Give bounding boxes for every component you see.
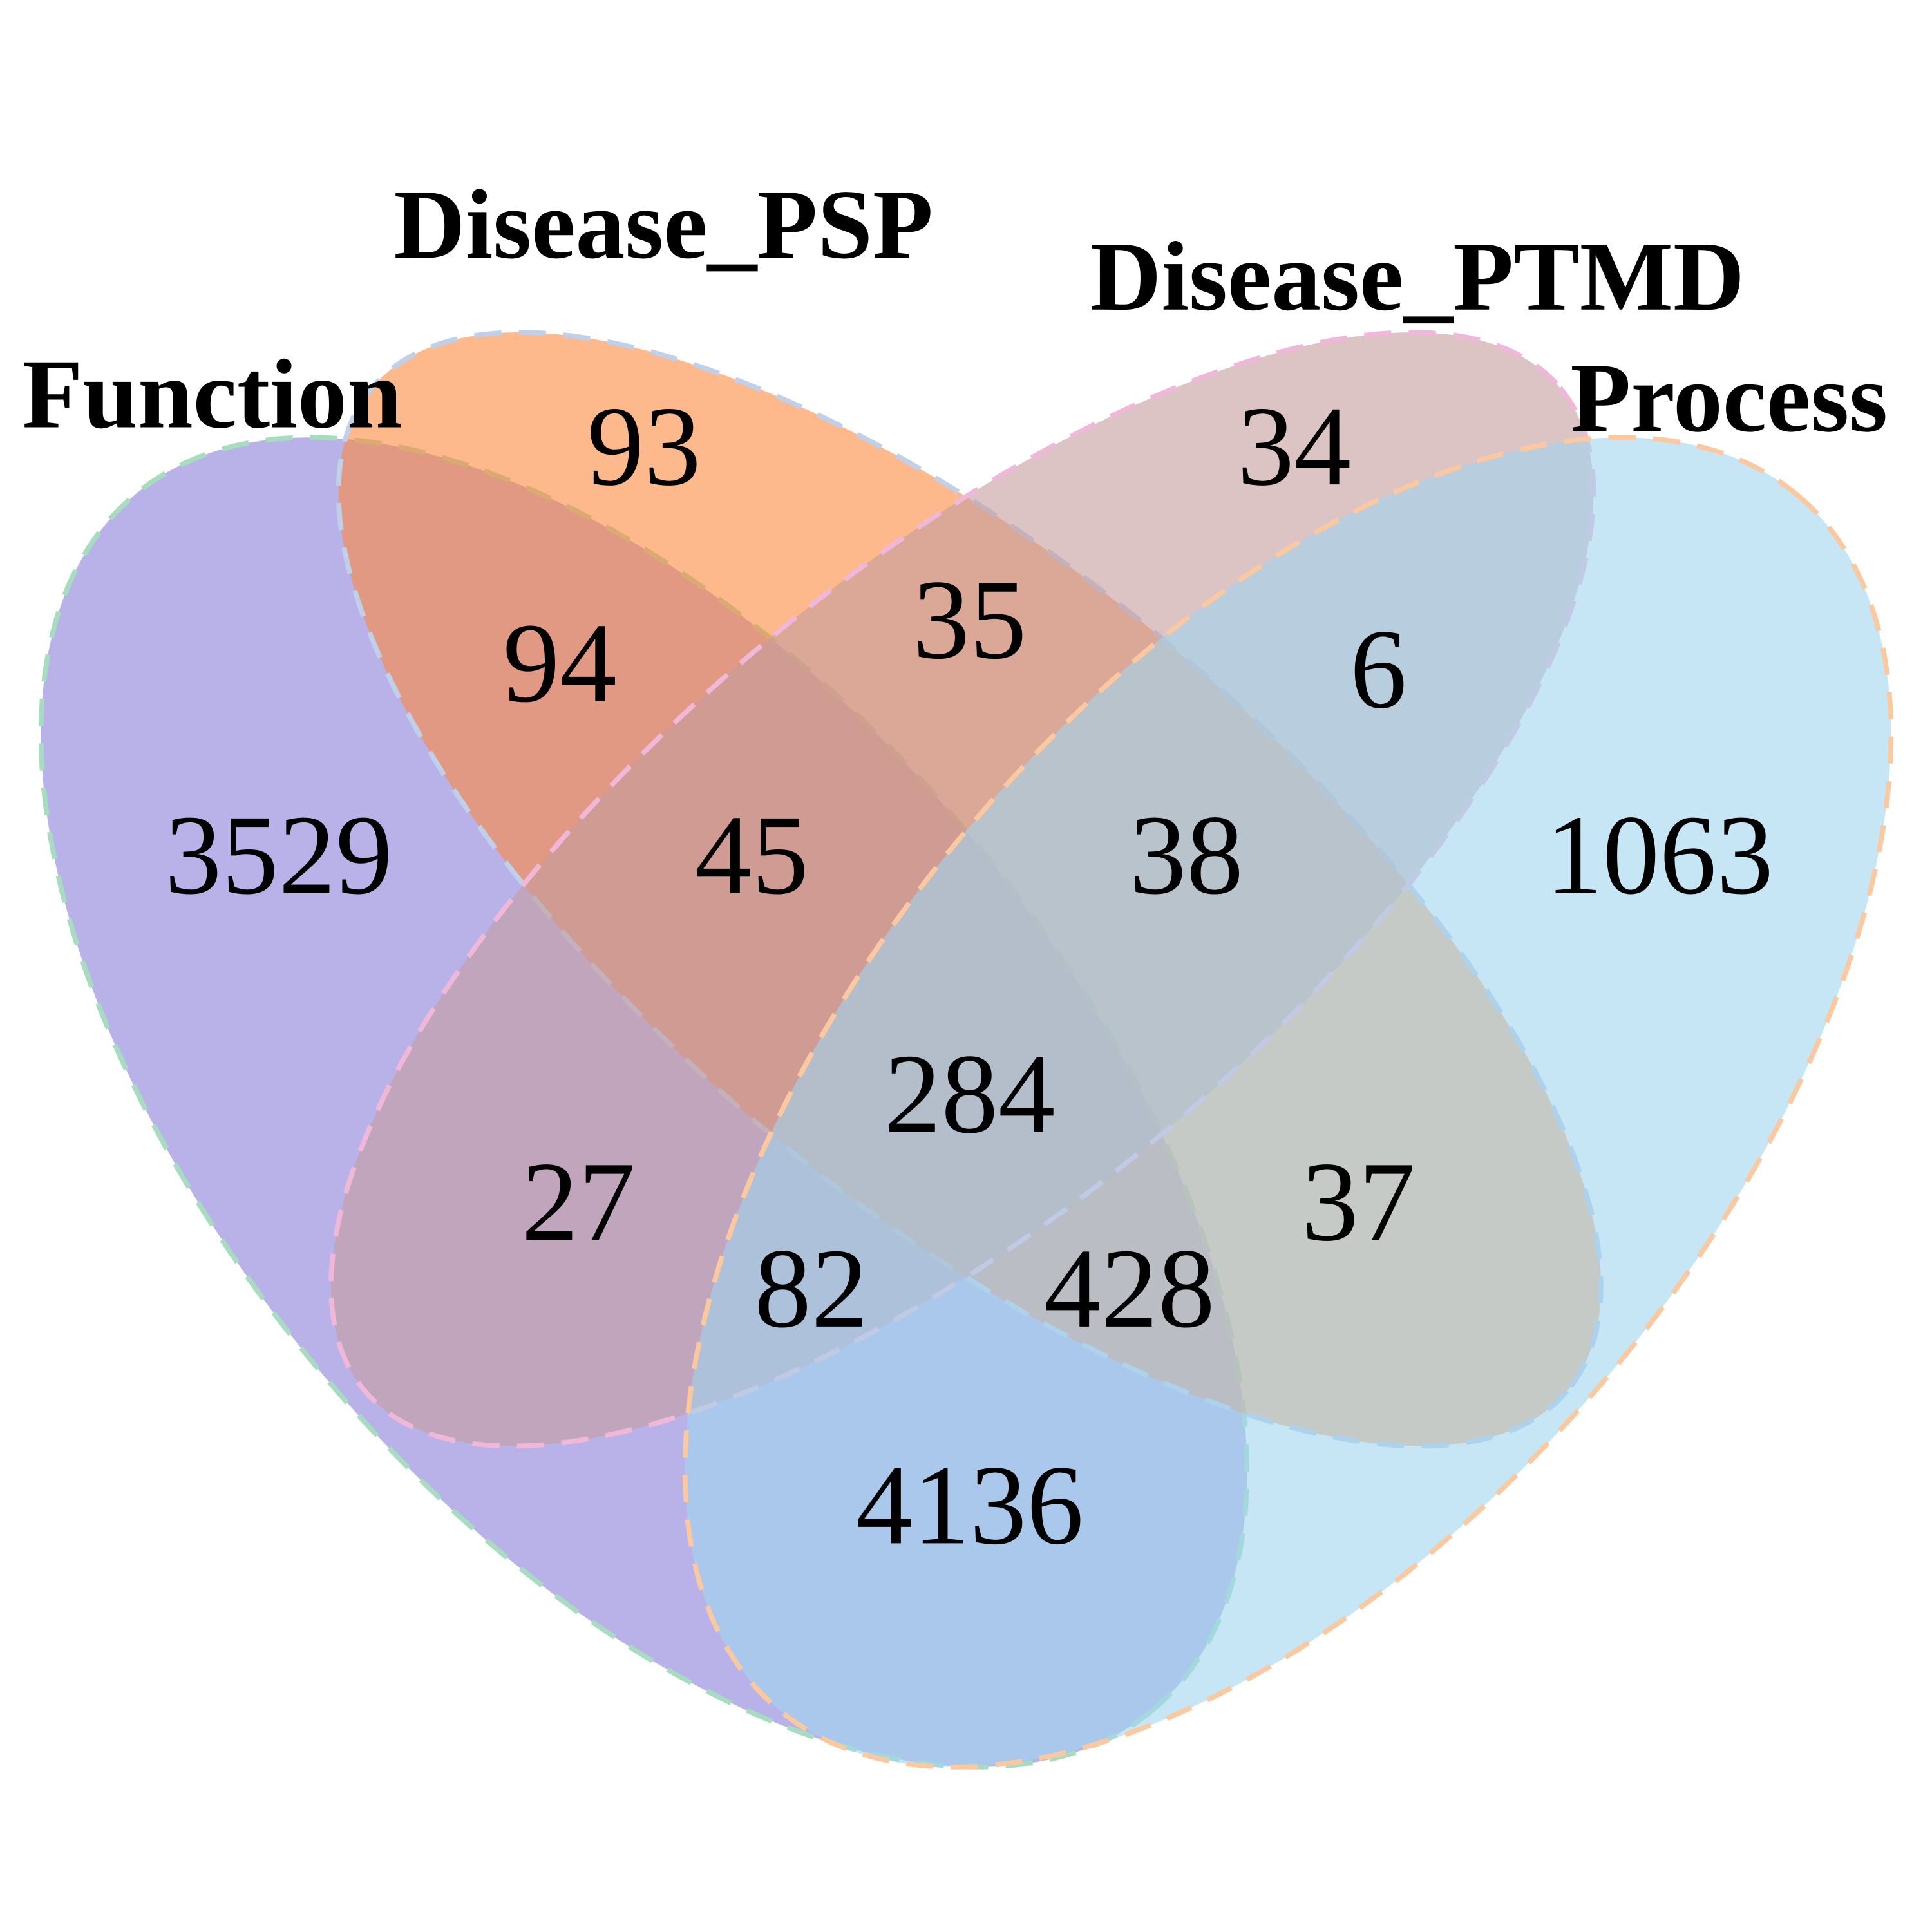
region-count-function-process: 4136 — [856, 1442, 1084, 1568]
region-count-function-disease-psp-process: 428 — [1044, 1226, 1215, 1352]
region-count-disease-ptmd: 34 — [1237, 383, 1351, 509]
set-ellipse-process — [682, 435, 1894, 1770]
set-label-function: Function — [23, 339, 402, 449]
region-count-disease-psp: 93 — [587, 383, 701, 509]
region-count-function-disease-ptmd: 27 — [522, 1139, 636, 1265]
region-count-function: 3529 — [165, 792, 393, 918]
region-count-function-disease-psp-disease-ptmd-process: 284 — [884, 1031, 1055, 1157]
region-count-function-disease-psp-disease-ptmd: 45 — [695, 792, 809, 918]
region-count-disease-psp-disease-ptmd-process: 38 — [1130, 792, 1244, 918]
set-label-process: Process — [1570, 343, 1888, 453]
region-count-disease-psp-disease-ptmd: 35 — [913, 556, 1027, 683]
region-count-disease-psp-process: 37 — [1302, 1139, 1416, 1265]
set-label-disease-psp: Disease_PSP — [394, 170, 933, 279]
region-count-function-disease-psp: 94 — [503, 600, 617, 726]
region-count-process: 1063 — [1546, 792, 1774, 918]
region-count-disease-ptmd-process: 6 — [1350, 606, 1406, 732]
set-label-disease-ptmd: Disease_PTMD — [1090, 222, 1745, 332]
region-count-function-disease-ptmd-process: 82 — [754, 1226, 868, 1352]
